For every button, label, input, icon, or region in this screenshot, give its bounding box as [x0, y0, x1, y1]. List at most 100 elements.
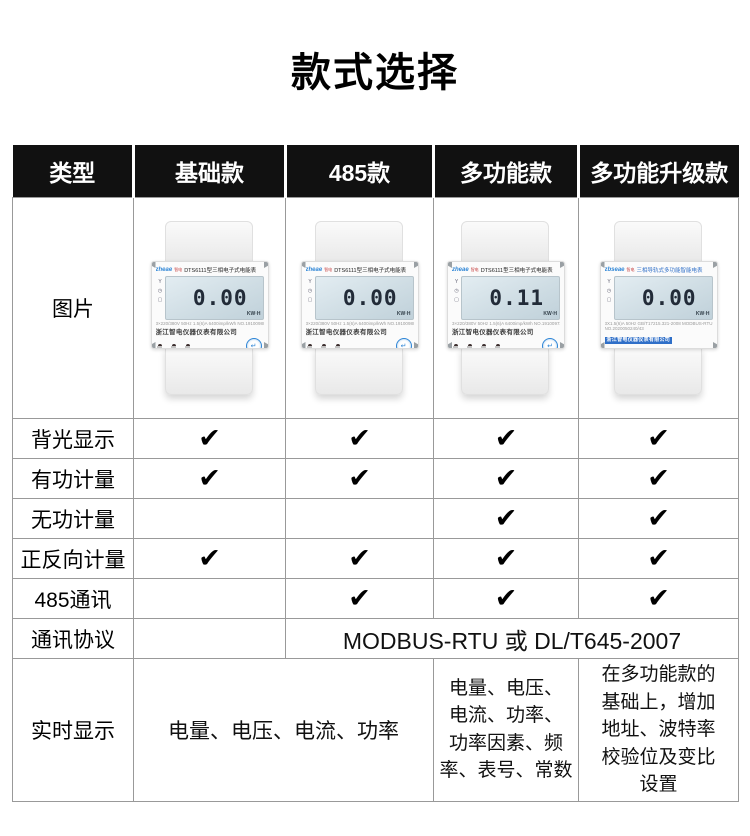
- checkmark-icon: ✔: [647, 543, 670, 573]
- checkmark-icon: ✔: [348, 463, 371, 493]
- meter-company-name: 浙江智电仪器仪表有限公司: [604, 337, 673, 345]
- checkmark-icon: ✔: [198, 423, 221, 453]
- meter-spec-text: 3X1.5(6)A 50Hz GB/T17215.321-2008 MODBUS…: [604, 321, 713, 332]
- din-rail-mount-top: [314, 221, 403, 263]
- din-clip-icon: [600, 342, 605, 348]
- feature-value-cell: ✔: [433, 498, 579, 539]
- meter-side-symbol-icon: Y: [454, 279, 459, 285]
- meter-lcd-unit: KW·H: [695, 311, 710, 317]
- indicator-led: [171, 344, 176, 348]
- meter-face: zheae 智电 DTS6111型三相电子式电能表 Y ◷ ▢ 0.00 KW·H …: [300, 261, 419, 349]
- meter-button: ↵: [395, 338, 412, 348]
- meter-lcd-value: 0.00: [641, 286, 697, 310]
- din-rail-mount-bottom: [164, 347, 253, 395]
- checkmark-icon: ✔: [494, 423, 518, 453]
- din-rail-mount-bottom: [613, 347, 702, 395]
- meter-side-symbol-icon: Y: [607, 279, 611, 285]
- feature-row-label: 无功计量: [12, 498, 134, 539]
- meter-cell: zheae 智电 DTS6111型三相电子式电能表 Y ◷ ▢ 0.00 KW·H …: [133, 197, 286, 419]
- checkmark-icon: ✔: [348, 423, 371, 453]
- meter-side-symbols: Y ◷ ▢: [306, 276, 315, 320]
- checkmark-icon: ✔: [647, 503, 670, 533]
- checkmark-icon: ✔: [647, 463, 670, 493]
- meter-brand-logo: zheae: [155, 267, 173, 273]
- indicator-led: [482, 344, 486, 348]
- meter-side-symbols: Y ◷ ▢: [452, 276, 461, 320]
- indicator-led: [335, 344, 340, 348]
- feature-value-cell: ✔: [578, 578, 739, 619]
- realtime-basic-485-cell: 电量、电压、电流、功率: [133, 658, 434, 802]
- checkmark-icon: ✔: [494, 503, 518, 533]
- meter-lcd-unit: KW·H: [396, 311, 411, 317]
- feature-value-cell: ✔: [578, 498, 739, 539]
- realtime-display-row: 实时显示 电量、电压、电流、功率 电量、电压、 电流、功率、 功率因素、频 率、…: [12, 658, 739, 802]
- meter-side-symbol-icon: ◷: [606, 288, 612, 294]
- meter-indicator-leds: [307, 344, 340, 348]
- table-header: 类型 基础款 485款 多功能款 多功能升级款: [12, 145, 739, 198]
- meter-company-name: 浙江智电仪器仪表有限公司: [305, 329, 388, 337]
- indicator-led: [496, 344, 500, 348]
- meter-lcd-unit: KW·H: [246, 311, 261, 317]
- meter-lcd-display: 0.00 KW·H: [613, 276, 713, 320]
- meter-controls: ↵: [156, 338, 264, 348]
- feature-value-cell: ✔: [133, 458, 286, 499]
- din-clip-icon: [301, 342, 306, 348]
- meter-face: zbseae 智电 三相导轨式多功能智能电表 Y ◷ ▢ 0.00 KW·H 3X1…: [599, 261, 718, 349]
- feature-row-label: 正反向计量: [12, 538, 134, 579]
- meter-cell: zheae 智电 DTS6111型三相电子式电能表 Y ◷ ▢ 0.11 KW·H …: [433, 197, 579, 419]
- din-rail-mount-bottom: [461, 347, 549, 395]
- indicator-led: [157, 344, 162, 348]
- meter-header: zheae 智电 DTS6111型三相电子式电能表: [156, 265, 264, 275]
- protocol-row: 通讯协议 MODBUS-RTU 或 DL/T645-2007: [12, 618, 739, 659]
- feature-value-cell: ✔: [578, 538, 739, 579]
- meter-side-symbol-icon: ◷: [307, 288, 313, 294]
- energy-meter-product-photo: zheae 智电 DTS6111型三相电子式电能表 Y ◷ ▢ 0.00 KW·H …: [294, 219, 426, 397]
- meter-cell: zbseae 智电 三相导轨式多功能智能电表 Y ◷ ▢ 0.00 KW·H 3X1…: [578, 197, 739, 419]
- feature-row-label: 背光显示: [12, 418, 134, 459]
- feature-value-cell: ✔: [285, 458, 434, 499]
- style-comparison-table: 类型 基础款 485款 多功能款 多功能升级款 图片 zheae 智电 DTS6…: [12, 145, 739, 802]
- realtime-row-label: 实时显示: [12, 658, 134, 802]
- din-rail-mount-bottom: [314, 347, 403, 395]
- checkmark-icon: ✔: [647, 423, 670, 453]
- checkmark-icon: ✔: [348, 583, 371, 613]
- meter-header: zbseae 智电 三相导轨式多功能智能电表: [605, 265, 713, 275]
- meter-face: zheae 智电 DTS6111型三相电子式电能表 Y ◷ ▢ 0.11 KW·H …: [447, 261, 565, 349]
- realtime-upgraded-cell: 在多功能款的 基础上，增加 地址、波特率 校验位及变比 设置: [578, 658, 739, 802]
- checkmark-icon: ✔: [494, 463, 518, 493]
- feature-row: 无功计量 ✔ ✔: [12, 498, 739, 539]
- header-cell-type: 类型: [12, 145, 134, 198]
- meter-lcd-display: 0.00 KW·H: [314, 276, 414, 320]
- checkmark-icon: ✔: [348, 543, 371, 573]
- din-clip-icon: [713, 342, 717, 349]
- meter-body: Y ◷ ▢ 0.11 KW·H: [452, 276, 560, 320]
- meter-side-symbol-icon: ▢: [606, 297, 612, 303]
- meter-brand-subtext: 智电: [324, 267, 333, 272]
- meter-model-title: 三相导轨式多功能智能电表: [636, 268, 703, 274]
- feature-value-cell: [133, 498, 286, 539]
- energy-meter-product-photo: zheae 智电 DTS6111型三相电子式电能表 Y ◷ ▢ 0.11 KW·H …: [440, 219, 572, 397]
- din-rail-mount-top: [613, 221, 702, 263]
- meter-brand-subtext: 智电: [470, 267, 479, 272]
- feature-value-cell: [285, 498, 434, 539]
- meter-model-title: DTS6111型三相电子式电能表: [184, 268, 257, 274]
- meter-company-name: 浙江智电仪器仪表有限公司: [452, 329, 534, 337]
- meter-side-symbol-icon: Y: [158, 279, 162, 285]
- checkmark-icon: ✔: [494, 543, 518, 573]
- meter-buttons: ↵: [542, 338, 558, 348]
- energy-meter-product-photo: zbseae 智电 三相导轨式多功能智能电表 Y ◷ ▢ 0.00 KW·H 3X1…: [593, 219, 725, 397]
- din-rail-mount-top: [164, 221, 253, 263]
- meter-header: zheae 智电 DTS6111型三相电子式电能表: [452, 265, 560, 275]
- meter-body: Y ◷ ▢ 0.00 KW·H: [306, 276, 414, 320]
- feature-value-cell: ✔: [433, 418, 579, 459]
- meter-lcd-unit: KW·H: [543, 311, 557, 317]
- feature-value-cell: ✔: [133, 538, 286, 579]
- meter-side-symbol-icon: ▢: [454, 297, 459, 303]
- page-title: 款式选择: [291, 51, 459, 95]
- meter-brand-logo: zbseae: [604, 267, 625, 273]
- header-row: 类型 基础款 485款 多功能款 多功能升级款: [12, 145, 739, 198]
- meter-side-symbol-icon: ◷: [157, 288, 163, 294]
- header-cell-multifunction-upgraded: 多功能升级款: [577, 145, 739, 198]
- meter-button: ↵: [542, 338, 558, 348]
- meter-button: ↵: [245, 338, 262, 348]
